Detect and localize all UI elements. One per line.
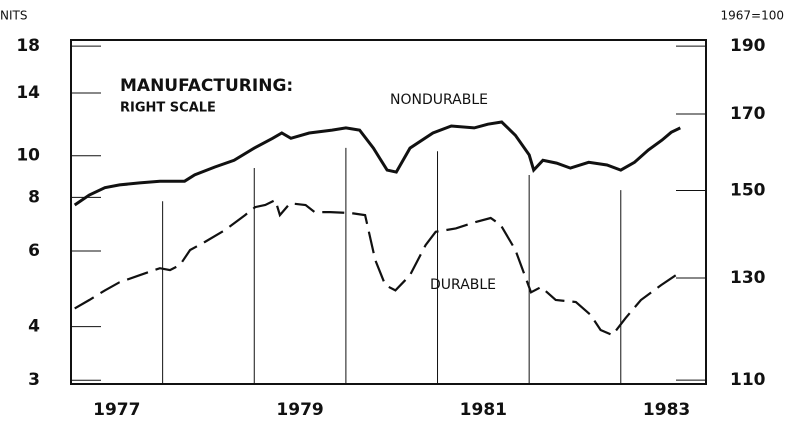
y-tick-label: 18 — [16, 36, 40, 56]
x-tick-label: 1979 — [276, 400, 323, 420]
x-tick-label: 1981 — [460, 400, 507, 420]
annotation: NONDURABLE — [390, 92, 488, 108]
y-tick-label: 8 — [28, 187, 40, 207]
y2-tick-label: 190 — [730, 36, 766, 56]
annotation: RIGHT SCALE — [120, 101, 216, 116]
y-tick-label: 6 — [28, 241, 40, 261]
plot-frame — [70, 39, 707, 385]
x-tick-label: 1977 — [93, 400, 140, 420]
y2-tick-label: 170 — [730, 104, 766, 124]
y2-tick-label: 110 — [730, 370, 766, 390]
y-tick-label: 14 — [16, 83, 40, 103]
y-tick-label: 3 — [28, 370, 40, 390]
annotation: MANUFACTURING: — [120, 76, 293, 96]
y-tick-label: 10 — [16, 146, 40, 166]
annotation: DURABLE — [430, 277, 496, 293]
y2-tick-label: 150 — [730, 181, 766, 201]
series-line — [73, 120, 681, 207]
y2-tick-label: 130 — [730, 268, 766, 288]
x-tick-label: 1983 — [643, 400, 690, 420]
series-line — [74, 198, 677, 337]
y-axis-label: NITS — [0, 9, 27, 23]
y-tick-label: 4 — [28, 317, 40, 337]
y2-axis-label: 1967=100 — [721, 9, 785, 23]
